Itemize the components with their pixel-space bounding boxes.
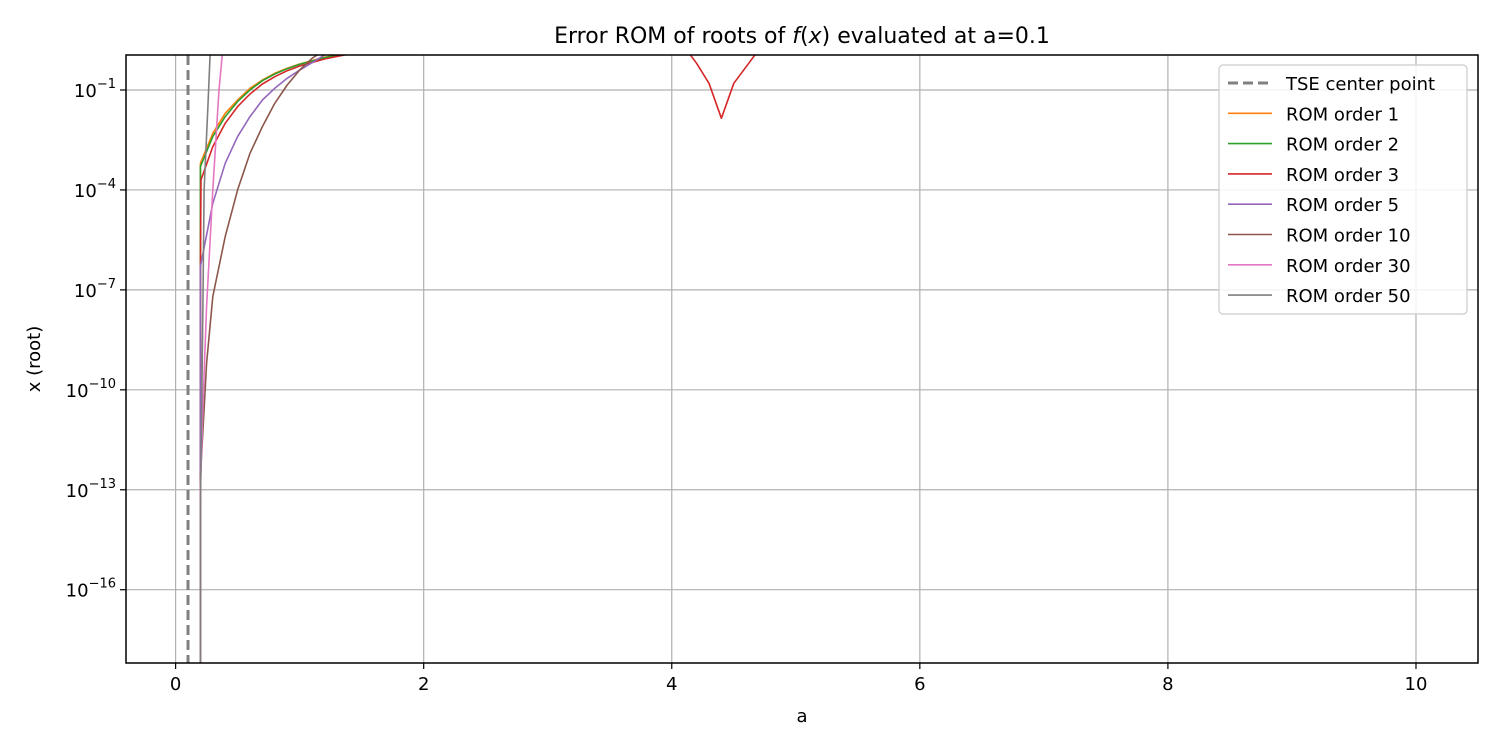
y-tick-label: 10−7 xyxy=(74,277,116,302)
legend-label: TSE center point xyxy=(1285,74,1435,95)
series-line-4 xyxy=(199,55,319,663)
legend-frame xyxy=(1218,64,1468,315)
x-axis-label: a xyxy=(796,706,807,727)
x-tick-label: 6 xyxy=(914,674,925,695)
legend-label: ROM order 2 xyxy=(1286,135,1399,156)
y-axis-label: x (root) xyxy=(24,326,45,393)
series-line-3 xyxy=(199,55,327,663)
axis-ticks: 0 2 4 6 8 10 10−1 10−4 10−7 10−10 10−13 10−16 xyxy=(66,77,1428,695)
legend-label: ROM order 10 xyxy=(1286,226,1411,247)
series-line-2 xyxy=(199,55,756,663)
legend-label: ROM order 50 xyxy=(1286,286,1411,307)
chart-title: Error ROM of roots of f(x) evaluated at … xyxy=(554,24,1050,49)
series-line-5 xyxy=(199,55,224,663)
x-tick-label: 4 xyxy=(666,674,677,695)
y-tick-label: 10−4 xyxy=(74,177,116,202)
x-tick-label: 2 xyxy=(418,674,429,695)
x-tick-label: 0 xyxy=(170,674,181,695)
legend-label: ROM order 30 xyxy=(1286,256,1411,277)
y-tick-label: 10−13 xyxy=(66,477,116,502)
y-tick-label: 10−10 xyxy=(66,377,116,402)
series-line-6 xyxy=(199,55,211,663)
y-tick-label: 10−1 xyxy=(74,77,116,102)
plot-area xyxy=(186,55,756,663)
x-tick-label: 10 xyxy=(1405,674,1428,695)
plot-frame xyxy=(125,54,1479,664)
legend: TSE center point ROM order 1 ROM order 2 RO… xyxy=(1218,64,1468,315)
series-line-1 xyxy=(199,55,344,663)
x-tick-label: 8 xyxy=(1162,674,1173,695)
legend-label: ROM order 3 xyxy=(1286,165,1399,186)
legend-label: ROM order 1 xyxy=(1286,104,1399,125)
legend-label: ROM order 5 xyxy=(1286,195,1399,216)
series-line-0 xyxy=(199,55,342,663)
y-tick-label: 10−16 xyxy=(66,577,116,602)
